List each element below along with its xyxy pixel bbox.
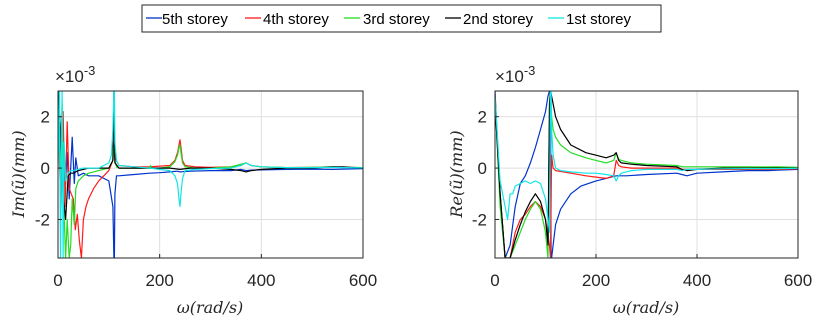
im-series-5th-storey: [58, 91, 363, 258]
re-series-5th-storey: [495, 91, 798, 258]
legend-box: [141, 4, 662, 33]
legend-label-2nd: 2nd storey: [463, 11, 534, 28]
im-x-tick-label: 600: [349, 271, 377, 290]
re-x-tick-label: 200: [582, 271, 610, 290]
im-series-2nd-storey: [58, 91, 363, 221]
legend-label-3rd: 3rd storey: [363, 11, 430, 28]
re-series-group: [495, 91, 798, 258]
re-series-1st-storey: [495, 91, 798, 233]
im-x-tick-label: 0: [53, 271, 62, 290]
legend-label-1st: 1st storey: [566, 11, 632, 28]
legend-label-5th: 5th storey: [162, 11, 228, 28]
im-axes-box: [57, 90, 364, 259]
re-series-2nd-storey: [495, 91, 798, 258]
im-plot-area: [58, 91, 363, 258]
im-x-tick-label: 400: [247, 271, 275, 290]
im-axes: ×10-3 Im(ũ)(mm) ω(rad/s) 0 200 400 600 -2 0 2: [9, 63, 377, 317]
re-x-tick-label: 0: [490, 271, 499, 290]
re-y-axis-label: Re(ũ)(mm): [447, 130, 466, 218]
im-y-tick-label: 0: [41, 159, 50, 178]
im-y-multiplier: ×10-3: [55, 63, 95, 86]
re-x-tick-label: 600: [784, 271, 812, 290]
re-y-tick-label: -2: [472, 210, 487, 229]
re-axes: ×10-3 Re(ũ)(mm) ω(rad/s) 0 200 400 600 -2 0 2: [447, 63, 812, 317]
im-series-group: [58, 91, 363, 258]
im-series-1st-storey: [58, 91, 363, 258]
re-x-axis-label: ω(rad/s): [613, 298, 680, 317]
re-axes-box: [494, 90, 799, 259]
im-y-tick-label: -2: [35, 210, 50, 229]
re-y-tick-label: 2: [478, 108, 487, 127]
re-x-tick-label: 400: [683, 271, 711, 290]
im-x-tick-label: 200: [145, 271, 173, 290]
legend-label-4th: 4th storey: [263, 11, 329, 28]
re-y-multiplier: ×10-3: [495, 63, 535, 86]
im-y-axis-label: Im(ũ)(mm): [9, 130, 28, 218]
re-y-tick-label: 0: [478, 159, 487, 178]
legend: 5th storey 4th storey 3rd storey 2nd sto…: [141, 4, 662, 33]
im-x-axis-label: ω(rad/s): [177, 298, 244, 317]
im-y-tick-label: 2: [41, 108, 50, 127]
re-series-3rd-storey: [495, 91, 798, 258]
